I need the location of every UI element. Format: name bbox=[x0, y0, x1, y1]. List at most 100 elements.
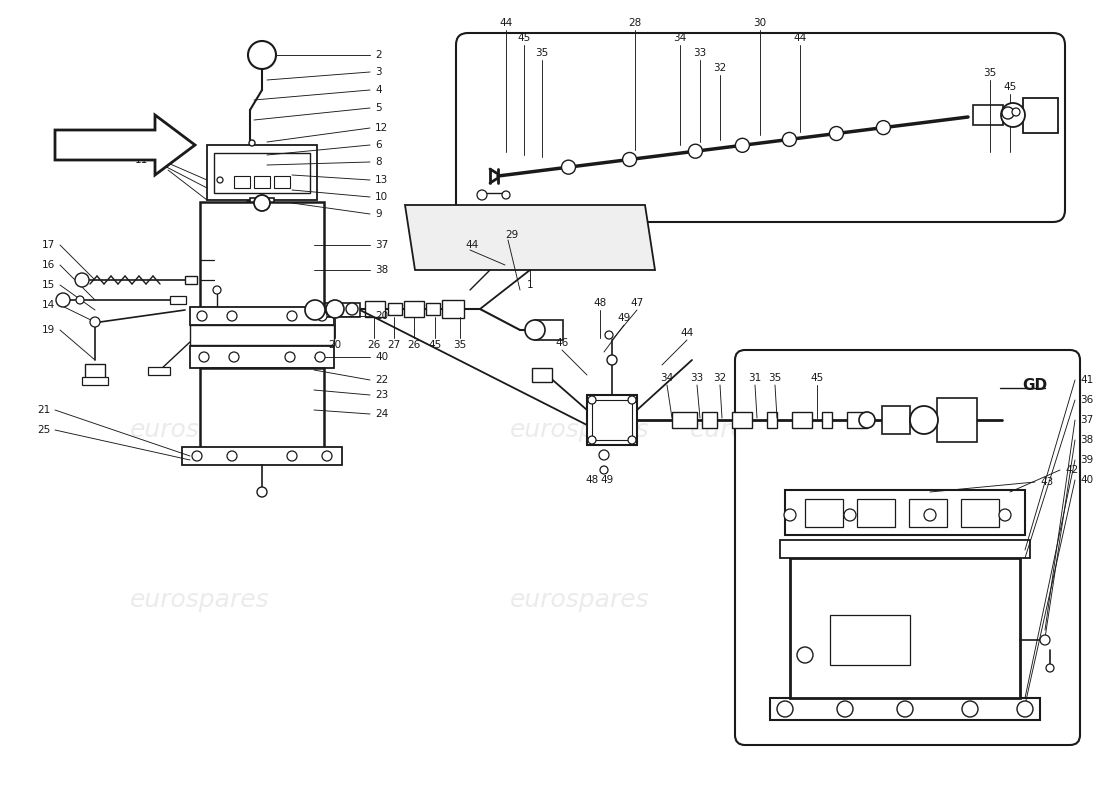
Bar bbox=[274, 176, 290, 188]
Text: 25: 25 bbox=[36, 425, 50, 435]
Text: 27: 27 bbox=[387, 340, 400, 350]
Text: 12: 12 bbox=[375, 123, 388, 133]
Bar bbox=[190, 325, 334, 345]
Text: 9: 9 bbox=[375, 209, 382, 219]
Bar bbox=[785, 490, 1025, 535]
Text: GD: GD bbox=[1022, 378, 1047, 393]
Text: 36: 36 bbox=[1080, 395, 1093, 405]
Bar bbox=[182, 447, 342, 465]
Circle shape bbox=[782, 133, 796, 146]
Circle shape bbox=[197, 311, 207, 321]
Circle shape bbox=[227, 451, 236, 461]
Text: 43: 43 bbox=[1040, 477, 1054, 487]
Bar bbox=[207, 145, 317, 200]
Circle shape bbox=[777, 701, 793, 717]
Bar bbox=[82, 377, 108, 385]
Circle shape bbox=[192, 451, 202, 461]
Circle shape bbox=[924, 509, 936, 521]
Circle shape bbox=[600, 450, 609, 460]
Circle shape bbox=[326, 300, 344, 318]
Bar bbox=[770, 698, 1040, 720]
Text: 39: 39 bbox=[1080, 455, 1093, 465]
Circle shape bbox=[477, 190, 487, 200]
Text: 45: 45 bbox=[811, 373, 824, 383]
Circle shape bbox=[605, 331, 613, 339]
Text: 44: 44 bbox=[465, 240, 478, 250]
Bar bbox=[587, 395, 637, 445]
Text: 37: 37 bbox=[375, 240, 388, 250]
Text: 30: 30 bbox=[754, 18, 767, 28]
Bar bbox=[324, 303, 360, 317]
Polygon shape bbox=[405, 205, 654, 270]
Circle shape bbox=[287, 451, 297, 461]
Bar bbox=[254, 176, 270, 188]
FancyBboxPatch shape bbox=[456, 33, 1065, 222]
Circle shape bbox=[75, 273, 89, 287]
Text: 31: 31 bbox=[748, 373, 761, 383]
Bar bbox=[672, 412, 697, 428]
Bar bbox=[532, 368, 552, 382]
Text: 7: 7 bbox=[156, 165, 163, 175]
Bar bbox=[170, 296, 186, 304]
Bar bbox=[250, 198, 274, 208]
Bar bbox=[805, 499, 843, 527]
Circle shape bbox=[56, 293, 70, 307]
Text: 29: 29 bbox=[505, 230, 518, 240]
Bar bbox=[822, 412, 832, 428]
Text: 11: 11 bbox=[134, 155, 148, 165]
Text: 37: 37 bbox=[1080, 415, 1093, 425]
Circle shape bbox=[877, 121, 890, 134]
Bar bbox=[190, 346, 334, 368]
Circle shape bbox=[249, 140, 255, 146]
Circle shape bbox=[798, 647, 813, 663]
Circle shape bbox=[1012, 108, 1020, 116]
Text: 33: 33 bbox=[691, 373, 704, 383]
Bar bbox=[732, 412, 752, 428]
Circle shape bbox=[588, 396, 596, 404]
Text: 23: 23 bbox=[375, 390, 388, 400]
Text: 42: 42 bbox=[1065, 465, 1078, 475]
Circle shape bbox=[1040, 635, 1050, 645]
Text: eurospares: eurospares bbox=[690, 418, 829, 442]
Circle shape bbox=[588, 436, 596, 444]
Text: eurospares: eurospares bbox=[510, 418, 650, 442]
Circle shape bbox=[561, 160, 575, 174]
Circle shape bbox=[837, 701, 852, 717]
Circle shape bbox=[896, 701, 913, 717]
Text: 49: 49 bbox=[617, 313, 630, 323]
Bar bbox=[702, 412, 717, 428]
Text: 17: 17 bbox=[42, 240, 55, 250]
Text: 28: 28 bbox=[628, 18, 641, 28]
Bar bbox=[190, 307, 334, 325]
Bar bbox=[426, 303, 440, 315]
Text: 3: 3 bbox=[375, 67, 382, 77]
Text: 45: 45 bbox=[517, 33, 530, 43]
Text: 34: 34 bbox=[673, 33, 686, 43]
Bar bbox=[790, 558, 1020, 698]
Text: 49: 49 bbox=[601, 475, 614, 485]
Text: 18: 18 bbox=[120, 145, 133, 155]
Circle shape bbox=[623, 153, 637, 166]
Circle shape bbox=[1002, 107, 1014, 119]
Circle shape bbox=[315, 352, 324, 362]
Text: 35: 35 bbox=[983, 68, 997, 78]
Circle shape bbox=[784, 509, 796, 521]
Text: 13: 13 bbox=[375, 175, 388, 185]
Text: 10: 10 bbox=[375, 192, 388, 202]
Text: 16: 16 bbox=[42, 260, 55, 270]
Bar bbox=[442, 300, 464, 318]
Text: 45: 45 bbox=[428, 340, 441, 350]
Circle shape bbox=[525, 320, 544, 340]
Circle shape bbox=[254, 195, 270, 211]
Bar bbox=[974, 105, 1003, 125]
Circle shape bbox=[76, 296, 84, 304]
Circle shape bbox=[910, 406, 938, 434]
Circle shape bbox=[999, 509, 1011, 521]
Text: 32: 32 bbox=[714, 63, 727, 73]
Circle shape bbox=[859, 412, 874, 428]
Circle shape bbox=[217, 177, 223, 183]
Bar bbox=[1023, 98, 1058, 133]
Text: eurospares: eurospares bbox=[510, 588, 650, 612]
Bar bbox=[535, 320, 563, 340]
Circle shape bbox=[199, 352, 209, 362]
